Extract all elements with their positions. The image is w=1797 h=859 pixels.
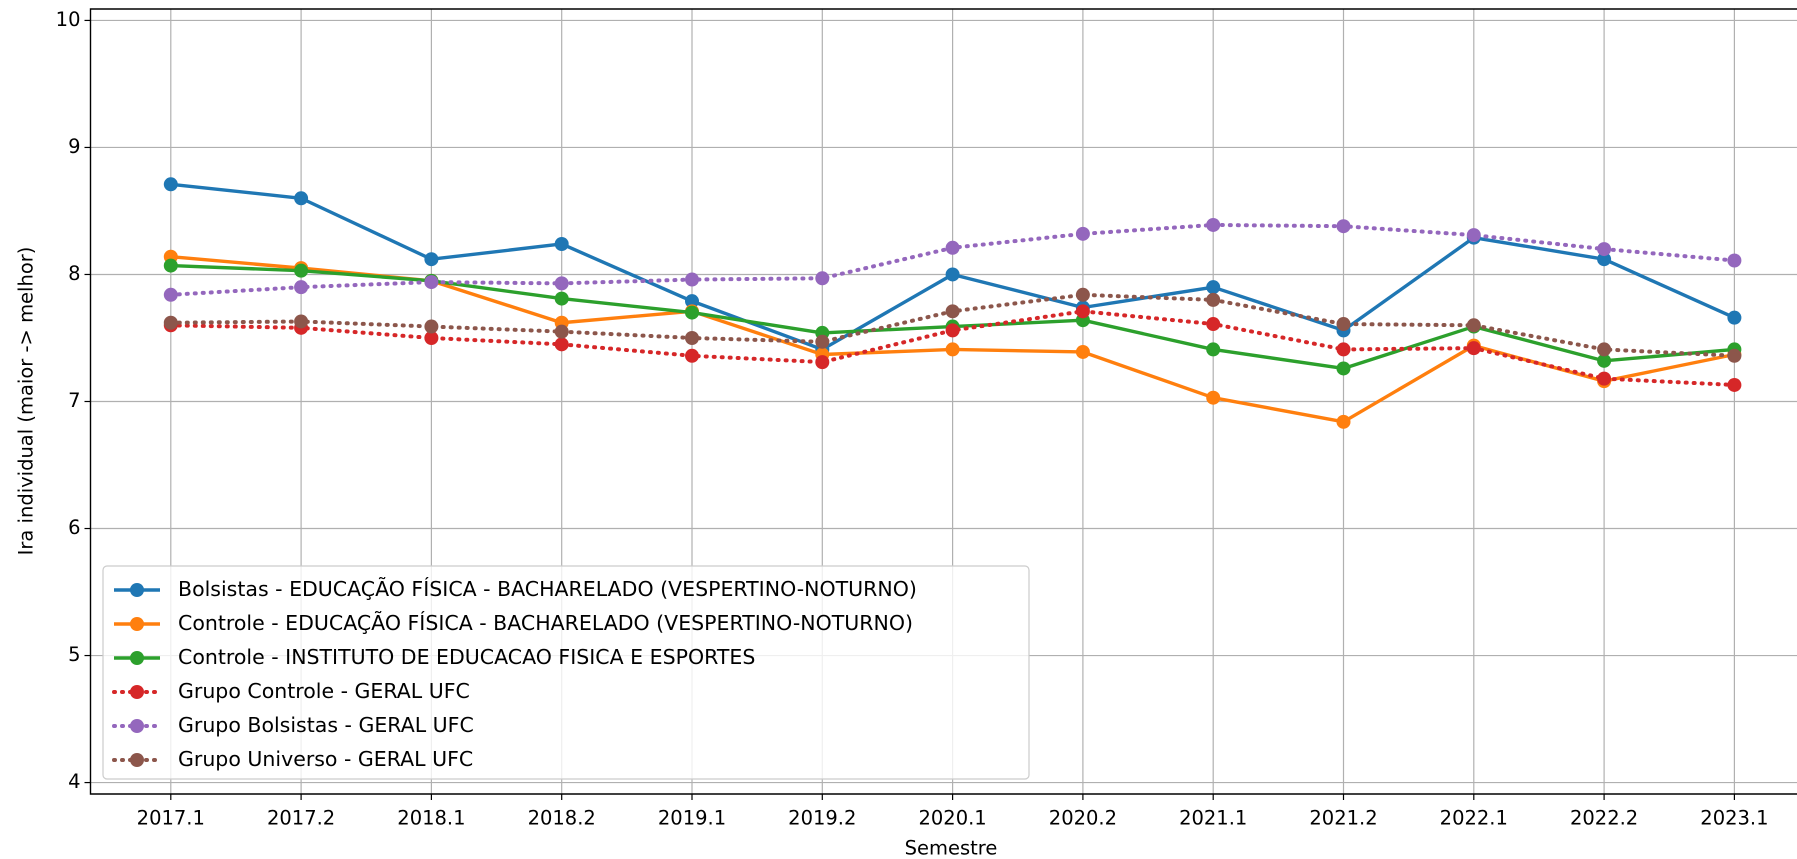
y-tick-label: 4 xyxy=(68,770,80,793)
x-axis-label: Semestre xyxy=(905,837,998,859)
plot-frame xyxy=(89,8,1797,795)
data-point xyxy=(1075,226,1090,241)
data-point xyxy=(294,191,309,206)
y-tick-label: 9 xyxy=(68,135,80,158)
data-point xyxy=(554,276,569,291)
legend-marker xyxy=(130,651,144,665)
data-point xyxy=(685,348,699,363)
data-point xyxy=(1727,310,1742,325)
y-tick-label: 5 xyxy=(68,643,80,666)
data-point xyxy=(815,271,830,286)
data-point xyxy=(163,315,178,330)
data-point xyxy=(1206,317,1221,332)
data-point xyxy=(424,319,439,334)
legend-label: Controle - INSTITUTO DE EDUCACAO FISICA … xyxy=(178,645,755,669)
data-point xyxy=(1206,342,1221,357)
x-tick-label: 2023.1 xyxy=(1700,807,1768,830)
data-point xyxy=(1075,344,1090,359)
data-point xyxy=(945,304,960,319)
data-point xyxy=(1727,253,1742,268)
legend-marker xyxy=(130,583,144,597)
x-tick-label: 2019.1 xyxy=(658,807,726,830)
legend-label: Grupo Controle - GERAL UFC xyxy=(178,679,470,703)
y-tick-label: 10 xyxy=(56,8,81,31)
data-point xyxy=(294,314,309,329)
legend-marker xyxy=(130,753,144,767)
legend-label: Controle - EDUCAÇÃO FÍSICA - BACHARELADO… xyxy=(178,609,913,635)
y-tick-label: 6 xyxy=(68,516,80,539)
x-tick-label: 2018.2 xyxy=(528,807,596,830)
data-point xyxy=(1336,414,1351,429)
data-point xyxy=(554,236,569,251)
data-point xyxy=(1336,219,1351,234)
data-point xyxy=(1206,280,1221,295)
data-point xyxy=(1466,318,1481,333)
data-point xyxy=(163,258,178,273)
data-point xyxy=(424,275,439,290)
x-tick-label: 2017.1 xyxy=(137,807,205,830)
data-point xyxy=(1727,348,1742,363)
x-tick-label: 2021.1 xyxy=(1179,807,1247,830)
data-point xyxy=(1206,217,1221,232)
y-tick-label: 8 xyxy=(68,262,80,285)
data-point xyxy=(1206,292,1221,307)
data-point xyxy=(1075,287,1090,302)
data-point xyxy=(1597,371,1612,386)
y-tick-label: 7 xyxy=(68,389,80,412)
data-point xyxy=(1206,390,1221,405)
data-point xyxy=(945,342,960,357)
data-point xyxy=(685,272,699,287)
data-point xyxy=(294,263,309,278)
data-point xyxy=(1336,317,1351,332)
legend-label: Bolsistas - EDUCAÇÃO FÍSICA - BACHARELAD… xyxy=(178,575,917,601)
data-point xyxy=(1727,377,1742,392)
x-tick-label: 2019.2 xyxy=(788,807,856,830)
x-tick-label: 2020.1 xyxy=(918,807,986,830)
legend-label: Grupo Universo - GERAL UFC xyxy=(178,747,473,771)
data-point xyxy=(1597,242,1612,257)
x-tick-label: 2022.1 xyxy=(1440,807,1508,830)
data-point xyxy=(424,330,439,345)
legend-marker xyxy=(130,617,144,631)
data-point xyxy=(163,177,178,192)
legend-box xyxy=(102,565,1030,780)
legend-marker xyxy=(130,719,144,733)
data-point xyxy=(1336,342,1351,357)
data-point xyxy=(1597,342,1612,357)
data-point xyxy=(294,280,309,295)
data-point xyxy=(1466,228,1481,243)
data-point xyxy=(1336,361,1351,376)
x-tick-label: 2021.2 xyxy=(1309,807,1377,830)
x-tick-label: 2018.1 xyxy=(397,807,465,830)
y-axis-label: Ira individual (maior -> melhor) xyxy=(15,247,38,556)
data-point xyxy=(815,355,830,370)
x-tick-label: 2017.2 xyxy=(267,807,335,830)
data-point xyxy=(554,337,569,352)
data-point xyxy=(424,252,439,267)
data-point xyxy=(1466,341,1481,356)
data-point xyxy=(945,323,960,338)
legend-label: Grupo Bolsistas - GERAL UFC xyxy=(178,713,474,737)
data-point xyxy=(945,240,960,255)
data-point xyxy=(685,305,699,320)
data-point xyxy=(1075,304,1090,319)
data-point xyxy=(163,287,178,302)
data-point xyxy=(554,291,569,306)
data-point xyxy=(1597,353,1612,368)
data-point xyxy=(815,334,830,349)
legend-marker xyxy=(130,685,144,699)
data-point xyxy=(945,267,960,282)
x-tick-label: 2022.2 xyxy=(1570,807,1638,830)
x-tick-label: 2020.2 xyxy=(1049,807,1117,830)
data-point xyxy=(685,330,699,345)
data-point xyxy=(554,324,569,339)
legend: Bolsistas - EDUCAÇÃO FÍSICA - BACHARELAD… xyxy=(102,565,1030,780)
data-point xyxy=(1597,252,1612,267)
data-point xyxy=(685,294,699,309)
